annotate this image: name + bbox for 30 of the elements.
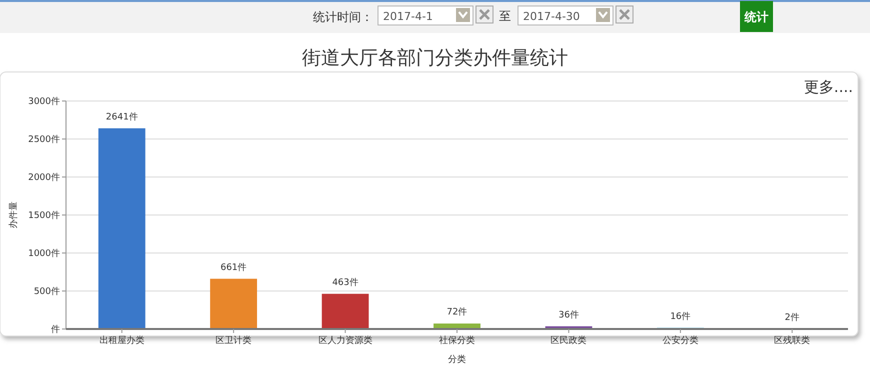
data-label: 16件 xyxy=(670,310,691,322)
text: 至 xyxy=(499,9,511,23)
text: 2017-4-1 xyxy=(383,10,433,23)
y-tick-label: 2500件 xyxy=(28,134,60,145)
x-tick-label: 区残联类 xyxy=(774,335,810,346)
x-tick-label: 公安分类 xyxy=(662,335,698,346)
data-label: 463件 xyxy=(332,276,358,288)
data-label: 2641件 xyxy=(106,111,138,122)
text: 统计时间： xyxy=(313,10,373,24)
y-tick-label: 2000件 xyxy=(28,172,60,183)
data-label: 36件 xyxy=(558,309,579,320)
x-tick-label: 出租屋办类 xyxy=(99,335,144,346)
x-tick-label: 区民政类 xyxy=(550,335,587,346)
x-tick-label: 社保分类 xyxy=(439,335,475,346)
chart-title: 街道大厅各部门分类办件量统计 xyxy=(302,47,568,69)
y-tick-label: 1000件 xyxy=(28,248,60,259)
data-label: 2件 xyxy=(784,312,800,323)
text: 2017-4-30 xyxy=(523,10,580,23)
y-axis-title: 办件量 xyxy=(8,202,19,228)
y-tick-label: 3000件 xyxy=(28,96,60,107)
y-tick-label: 件 xyxy=(51,324,60,335)
x-axis-title: 分类 xyxy=(448,354,466,365)
x-tick-label: 区人力资源类 xyxy=(318,335,372,346)
y-tick-label: 1500件 xyxy=(28,210,60,221)
text: 统计 xyxy=(744,10,768,24)
data-label: 72件 xyxy=(446,306,468,318)
text: 更多.... xyxy=(804,78,853,96)
x-tick-label: 区卫计类 xyxy=(216,335,252,346)
data-label: 661件 xyxy=(220,262,247,273)
y-tick-label: 500件 xyxy=(34,286,60,297)
